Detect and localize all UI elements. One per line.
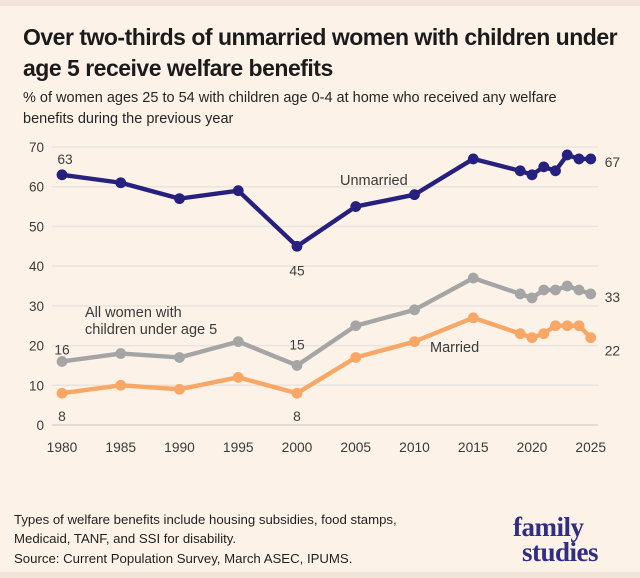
- data-point-married-2000: [291, 387, 303, 399]
- logo-text-family: family: [513, 512, 584, 542]
- data-point-all-women-with-children-under-age-5-2021: [538, 284, 550, 296]
- data-point-all-women-with-children-under-age-5-2005: [350, 320, 362, 332]
- y-tick-label-60: 60: [29, 180, 44, 195]
- source-note: Source: Current Population Survey, March…: [14, 551, 353, 566]
- annotation-2000-15: 15: [289, 337, 305, 352]
- annotation-2025-67: 67: [605, 155, 620, 170]
- footnote: Types of welfare benefits include housin…: [14, 512, 397, 546]
- data-point-all-women-with-children-under-age-5-1995: [232, 336, 244, 348]
- page-title: Over two-thirds of unmarried women with …: [23, 24, 618, 81]
- data-point-all-women-with-children-under-age-5-1985: [115, 348, 127, 359]
- data-point-married-2005: [350, 352, 362, 363]
- welfare-benefits-line-chart: 0 10 20 30 40 50 60 70 1980 1985 1990 1995 2000 2005 2…: [29, 140, 621, 455]
- data-point-all-women-with-children-under-age-5-2022: [550, 284, 561, 296]
- data-point-all-women-with-children-under-age-5-2019: [514, 288, 526, 300]
- top-border-strip: [0, 0, 640, 6]
- annotation-1980-63: 63: [57, 152, 73, 167]
- data-point-unmarried-1980: [56, 169, 68, 181]
- series-label-unmarried: Unmarried: [340, 173, 408, 189]
- data-point-unmarried-2025: [585, 153, 597, 165]
- series-label-all-women-with: All women with: [85, 305, 182, 321]
- data-point-all-women-with-children-under-age-5-2000: [291, 360, 303, 371]
- y-tick-label-0: 0: [36, 418, 44, 433]
- data-point-unmarried-2000: [291, 240, 303, 252]
- chart-subtitle: % of women ages 25 to 54 with children a…: [23, 90, 557, 127]
- data-point-all-women-with-children-under-age-5-2025: [585, 288, 597, 300]
- data-point-unmarried-1985: [115, 177, 127, 189]
- y-tick-label-50: 50: [29, 219, 44, 234]
- data-point-all-women-with-children-under-age-5-2024: [573, 284, 585, 296]
- y-tick-label-20: 20: [29, 339, 44, 354]
- data-point-unmarried-2020: [526, 169, 538, 181]
- data-point-unmarried-1995: [232, 185, 244, 197]
- data-point-unmarried-2022: [550, 165, 561, 177]
- x-tick-label-1985: 1985: [105, 440, 136, 455]
- data-point-married-1985: [115, 379, 127, 391]
- data-point-married-2024: [573, 320, 585, 332]
- data-point-married-2020: [526, 332, 538, 344]
- series-line-unmarried: [59, 152, 593, 249]
- data-point-all-women-with-children-under-age-5-2010: [409, 304, 420, 316]
- data-point-married-1995: [232, 371, 244, 383]
- bottom-border-strip: [0, 572, 640, 578]
- y-tick-label-40: 40: [29, 259, 44, 274]
- data-point-unmarried-2021: [538, 161, 550, 173]
- annotation-2000-8: 8: [293, 409, 301, 424]
- data-point-married-2019: [514, 328, 526, 340]
- data-point-unmarried-2015: [467, 153, 479, 165]
- y-tick-label-30: 30: [29, 299, 44, 314]
- chart-area: 0 10 20 30 40 50 60 70 1980 1985 1990 1995 2000 2005 2…: [0, 130, 640, 465]
- data-point-unmarried-1990: [174, 193, 185, 205]
- x-tick-label-1980: 1980: [47, 440, 78, 455]
- annotation-2025-22: 22: [605, 344, 620, 359]
- data-point-unmarried-2005: [350, 201, 362, 212]
- annotation-2025-33: 33: [605, 290, 621, 305]
- data-point-all-women-with-children-under-age-5-2023: [561, 280, 573, 292]
- data-point-married-2023: [561, 320, 573, 332]
- x-tick-label-2005: 2005: [340, 440, 371, 455]
- data-point-married-2022: [550, 320, 561, 332]
- annotation-2000-45: 45: [289, 263, 305, 278]
- annotation-1980-8: 8: [58, 409, 66, 424]
- x-tick-label-2010: 2010: [399, 440, 430, 455]
- series-label-children-under-age-5: children under age 5: [85, 322, 217, 338]
- data-point-all-women-with-children-under-age-5-1990: [174, 352, 185, 363]
- x-tick-label-2000: 2000: [282, 440, 313, 455]
- x-tick-label-1995: 1995: [223, 440, 254, 455]
- annotation-1980-16: 16: [54, 342, 70, 357]
- data-point-unmarried-2023: [561, 149, 573, 161]
- data-point-unmarried-2024: [573, 153, 585, 165]
- data-point-married-2021: [538, 328, 550, 340]
- x-tick-label-1990: 1990: [164, 440, 195, 455]
- data-point-all-women-with-children-under-age-5-2020: [526, 292, 538, 304]
- data-point-unmarried-2010: [409, 189, 420, 201]
- x-tick-label-2015: 2015: [458, 440, 489, 455]
- data-point-unmarried-2019: [514, 165, 526, 177]
- data-point-married-1990: [174, 383, 185, 395]
- y-tick-label-70: 70: [29, 140, 44, 155]
- x-tick-label-2020: 2020: [517, 440, 548, 455]
- data-point-married-1980: [56, 387, 68, 399]
- data-point-married-2010: [409, 336, 420, 348]
- family-studies-logo: family studies: [513, 512, 599, 567]
- logo-text-studies: studies: [522, 537, 599, 567]
- y-tick-label-10: 10: [29, 378, 44, 393]
- data-point-married-2015: [467, 312, 479, 324]
- data-point-all-women-with-children-under-age-5-2015: [467, 272, 479, 284]
- footer-notes: Types of welfare benefits include housin…: [14, 510, 474, 568]
- data-point-married-2025: [585, 332, 597, 344]
- series-label-married: Married: [430, 340, 479, 356]
- x-tick-label-2025: 2025: [575, 440, 606, 455]
- data-point-all-women-with-children-under-age-5-1980: [56, 356, 68, 367]
